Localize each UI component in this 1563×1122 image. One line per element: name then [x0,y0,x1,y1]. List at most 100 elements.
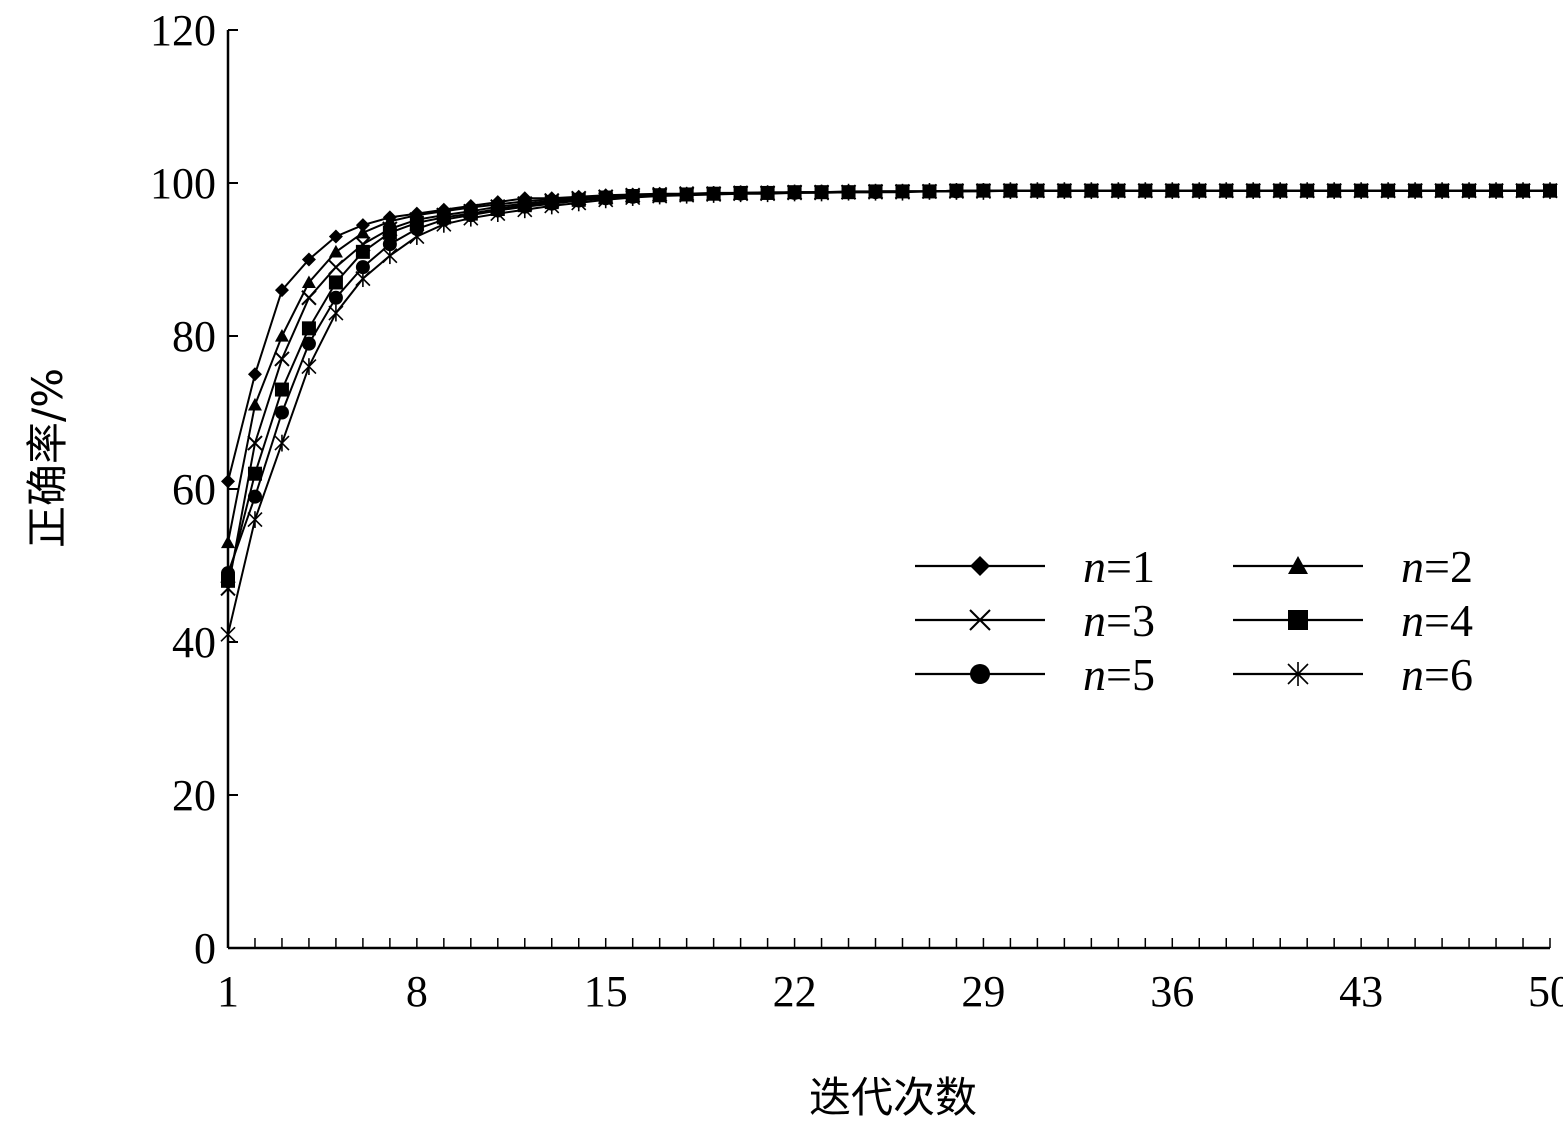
data-point [787,184,803,202]
y-axis-title: 正确率/% [23,368,72,548]
data-point [1380,182,1396,200]
data-point [1272,182,1288,200]
data-point [247,489,262,504]
x-tick-label: 43 [1339,967,1383,1016]
data-point [544,197,560,215]
legend-label: n=5 [1083,649,1155,700]
x-tick-label: 15 [584,967,628,1016]
data-point [301,275,316,289]
data-point [969,609,991,631]
data-point [1164,182,1180,200]
legend-item: n=6 [1233,649,1473,700]
data-point [1288,610,1308,630]
data-point [355,260,370,275]
data-point [355,225,370,239]
series-layer [220,182,1558,643]
data-point [328,244,343,258]
data-point [382,214,397,227]
legend-label: n=4 [1401,595,1473,646]
x-tick-label: 22 [773,967,817,1016]
data-point [1488,182,1504,200]
data-point [382,225,397,240]
data-point [679,186,695,204]
y-tick-label: 60 [172,465,216,514]
data-point [1353,182,1369,200]
data-point [1288,556,1308,574]
data-point [813,184,830,202]
data-point [970,556,990,576]
data-point [1110,182,1126,200]
data-point [733,185,749,203]
x-tick-label: 8 [406,967,428,1016]
data-point [1515,182,1531,200]
series-2 [221,183,1557,549]
data-point [652,187,668,205]
data-point [1299,182,1315,200]
data-point [840,183,857,201]
data-point [301,252,316,267]
data-point [301,336,316,351]
data-point [970,664,990,684]
data-point [1137,182,1153,200]
data-point [1056,182,1072,200]
x-tick-label: 36 [1150,967,1194,1016]
data-point [1029,182,1045,200]
data-point [436,215,452,233]
data-point [625,189,641,206]
x-tick-label: 29 [961,967,1005,1016]
series-line [227,189,1550,574]
data-point [328,275,343,290]
data-point [1407,182,1423,200]
data-point [301,358,317,375]
data-point [409,228,425,245]
series-4 [221,183,1557,588]
data-point [221,566,235,581]
y-tick-label: 120 [150,6,216,55]
legend-label: n=2 [1401,541,1473,592]
data-point [517,201,533,219]
series-line [227,189,1550,582]
data-point [220,625,236,643]
data-point [921,183,938,200]
data-point [247,466,262,481]
y-tick-label: 80 [172,312,216,361]
data-point [221,474,235,489]
data-point [355,270,371,288]
x-tick-label: 1 [217,967,239,1016]
data-point [1287,662,1309,686]
data-point [490,205,506,222]
data-point [274,329,289,342]
data-point [1461,182,1477,200]
y-tick-label: 20 [172,771,216,820]
data-point [1434,182,1450,200]
data-point [948,183,965,200]
data-point [894,183,911,201]
data-point [247,435,263,451]
series-line [227,189,1550,482]
data-point [706,186,722,203]
series-line [227,189,1550,543]
data-point [301,321,316,336]
y-tick-label: 40 [172,618,216,667]
data-point [328,290,343,305]
legend-label: n=3 [1083,595,1155,646]
data-point [221,535,235,549]
data-point [1326,182,1342,200]
series-3 [220,182,1558,597]
data-point [1542,182,1558,200]
data-point [760,185,776,203]
data-point [1083,182,1099,200]
legend-item: n=4 [1233,595,1473,646]
legend-item: n=3 [915,595,1155,646]
data-point [382,237,397,252]
data-point [247,367,262,382]
data-point [355,244,370,259]
data-point [382,247,398,265]
data-point [328,304,344,322]
data-point [571,194,587,212]
data-point [301,290,317,306]
data-point [975,183,991,200]
series-line [227,189,1550,589]
series-5 [221,183,1557,581]
